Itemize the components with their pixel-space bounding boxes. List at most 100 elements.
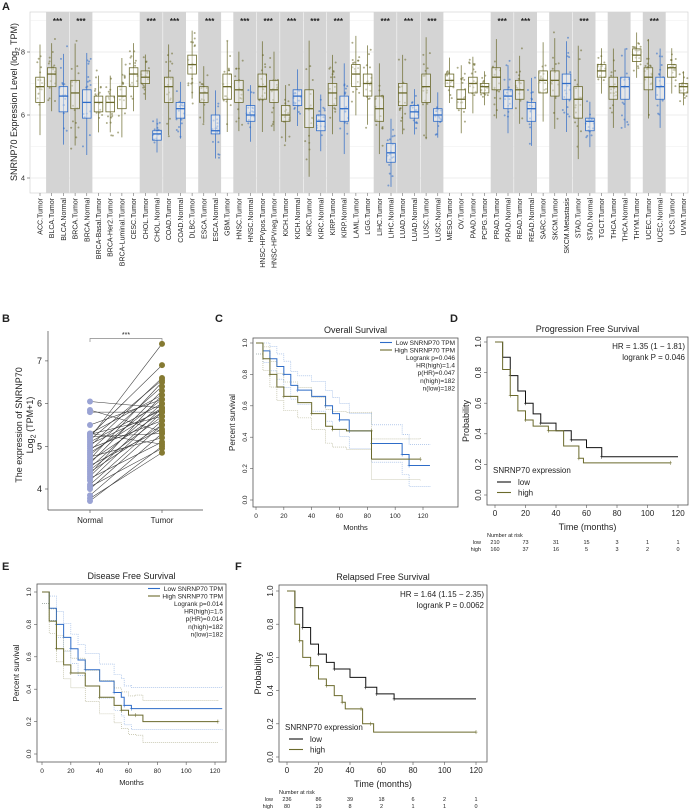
jitter-point: [388, 138, 391, 141]
jitter-point: [111, 113, 114, 116]
censor-mark: [216, 719, 220, 724]
jitter-point: [252, 115, 255, 118]
jitter-point: [180, 104, 183, 107]
jitter-point: [649, 65, 652, 68]
jitter-point: [515, 71, 518, 74]
jitter-point: [95, 111, 98, 114]
pair-line: [89, 411, 163, 481]
risk-row-label: low: [473, 540, 481, 546]
y-axis-label: Probability: [253, 652, 263, 695]
tumor-point: [159, 362, 165, 369]
jitter-point: [193, 31, 196, 34]
stat-text: HR(high)=1.4: [416, 363, 455, 370]
jitter-point: [674, 57, 677, 60]
jitter-point: [205, 86, 208, 89]
jitter-point: [334, 97, 337, 100]
jitter-point: [388, 172, 391, 175]
jitter-point: [491, 65, 494, 68]
x-tick-label: 40: [346, 766, 355, 775]
jitter-point: [521, 117, 524, 120]
hazard-ratio-text: HR = 1.64 (1.15 − 2.35): [400, 590, 484, 599]
jitter-point: [95, 76, 98, 79]
jitter-point: [152, 120, 155, 123]
jitter-point: [461, 76, 464, 79]
jitter-point: [426, 102, 429, 105]
censor-mark: [296, 388, 300, 393]
panel-label-a: A: [2, 1, 10, 13]
jitter-point: [53, 64, 56, 67]
jitter-point: [638, 48, 641, 51]
jitter-point: [358, 91, 361, 94]
box-ACC.Tumor: [35, 76, 45, 103]
jitter-point: [674, 85, 677, 88]
censor-mark: [282, 394, 286, 399]
x-tick-label: PRAD.Normal: [506, 198, 513, 242]
y-tick-label: 5: [37, 441, 42, 451]
jitter-point: [235, 67, 238, 70]
jitter-point: [528, 123, 531, 126]
jitter-point: [262, 88, 265, 91]
jitter-point: [329, 116, 332, 119]
jitter-point: [309, 104, 312, 107]
jitter-point: [270, 90, 273, 93]
jitter-point: [129, 84, 132, 87]
jitter-point: [381, 144, 384, 147]
jitter-point: [344, 110, 347, 113]
jitter-point: [493, 114, 496, 117]
jitter-point: [40, 88, 43, 91]
jitter-point: [131, 97, 134, 100]
x-tick-label: COAD.Tumor: [166, 197, 173, 240]
x-tick-label: HNSC-HPVneg.Tumor: [272, 197, 279, 268]
censor-mark: [317, 652, 320, 657]
jitter-point: [224, 95, 227, 98]
box-BLCA.Tumor: [47, 67, 57, 88]
box-ESCA.Tumor: [199, 86, 209, 103]
risk-count: 1: [676, 540, 679, 546]
censor-mark: [134, 713, 138, 718]
panel-label-e: E: [2, 561, 9, 573]
jitter-point: [40, 66, 43, 69]
jitter-point: [404, 58, 407, 61]
jitter-point: [272, 98, 275, 101]
box-LUAD.Tumor: [397, 83, 408, 106]
y-tick-label: 1.0: [474, 336, 483, 348]
y-tick-label: 1.0: [266, 585, 275, 597]
x-tick-label: PRAD.Tumor: [494, 197, 501, 239]
jitter-point: [218, 153, 221, 156]
x-tick-label: LUAD.Tumor: [400, 197, 407, 238]
jitter-point: [145, 60, 148, 63]
jitter-point: [171, 62, 174, 65]
jitter-point: [95, 69, 98, 72]
jitter-point: [356, 80, 359, 83]
jitter-point: [424, 99, 427, 102]
jitter-point: [656, 94, 659, 97]
jitter-point: [264, 63, 267, 66]
x-tick-label: 20: [314, 766, 323, 775]
pair-line: [89, 416, 163, 435]
jitter-point: [167, 135, 170, 138]
tumor-point: [159, 421, 165, 428]
jitter-point: [252, 91, 255, 94]
jitter-point: [217, 156, 220, 159]
shaded-pair-band: [139, 12, 163, 193]
jitter-point: [503, 114, 506, 117]
censor-mark: [340, 700, 344, 705]
y-tick-label: 0.8: [242, 370, 249, 379]
jitter-point: [400, 119, 403, 122]
jitter-point: [305, 158, 308, 161]
jitter-point: [351, 66, 354, 69]
pair-line: [89, 433, 163, 438]
confidence-band-line: [256, 353, 431, 487]
jitter-point: [574, 104, 577, 107]
pair-line: [89, 401, 163, 409]
jitter-point: [86, 80, 89, 83]
pair-line: [89, 448, 163, 488]
y-axis-label: Probability: [461, 399, 471, 442]
box-SKCM.Tumor: [550, 70, 560, 97]
y-tick-label: 0.2: [266, 718, 275, 730]
x-tick-label: 100: [641, 509, 655, 518]
jitter-point: [111, 134, 114, 137]
jitter-point: [473, 94, 476, 97]
x-tick-label: HNSC.Tumor: [236, 197, 243, 239]
jitter-point: [53, 37, 56, 40]
